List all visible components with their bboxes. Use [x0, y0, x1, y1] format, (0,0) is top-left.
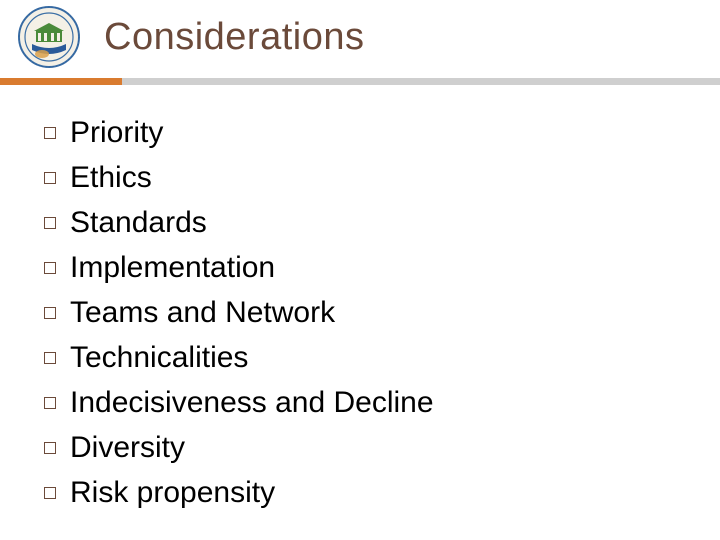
- square-bullet-icon: [44, 352, 56, 364]
- bullet-text: Diversity: [70, 425, 185, 470]
- accent-bar-orange: [0, 78, 122, 85]
- bullet-text: Standards: [70, 200, 207, 245]
- square-bullet-icon: [44, 442, 56, 454]
- list-item: Risk propensity: [44, 470, 680, 515]
- bullet-text: Risk propensity: [70, 470, 275, 515]
- list-item: Indecisiveness and Decline: [44, 380, 680, 425]
- list-item: Implementation: [44, 245, 680, 290]
- bullet-text: Indecisiveness and Decline: [70, 380, 434, 425]
- bullet-text: Technicalities: [70, 335, 248, 380]
- square-bullet-icon: [44, 217, 56, 229]
- slide-title: Considerations: [104, 16, 364, 59]
- slide-header: Considerations: [0, 0, 720, 66]
- square-bullet-icon: [44, 262, 56, 274]
- bullet-list: Priority Ethics Standards Implementation…: [44, 110, 680, 515]
- square-bullet-icon: [44, 307, 56, 319]
- bullet-text: Ethics: [70, 155, 152, 200]
- list-item: Ethics: [44, 155, 680, 200]
- list-item: Priority: [44, 110, 680, 155]
- accent-bar: [0, 78, 720, 85]
- square-bullet-icon: [44, 172, 56, 184]
- bullet-text: Teams and Network: [70, 290, 335, 335]
- list-item: Teams and Network: [44, 290, 680, 335]
- square-bullet-icon: [44, 487, 56, 499]
- slide: Considerations Priority Ethics Standards…: [0, 0, 720, 540]
- square-bullet-icon: [44, 127, 56, 139]
- list-item: Standards: [44, 200, 680, 245]
- list-item: Technicalities: [44, 335, 680, 380]
- square-bullet-icon: [44, 397, 56, 409]
- bullet-text: Implementation: [70, 245, 275, 290]
- institution-logo: [18, 6, 80, 68]
- bullet-text: Priority: [70, 110, 163, 155]
- list-item: Diversity: [44, 425, 680, 470]
- accent-bar-gray: [122, 78, 720, 85]
- slide-content: Priority Ethics Standards Implementation…: [44, 110, 680, 515]
